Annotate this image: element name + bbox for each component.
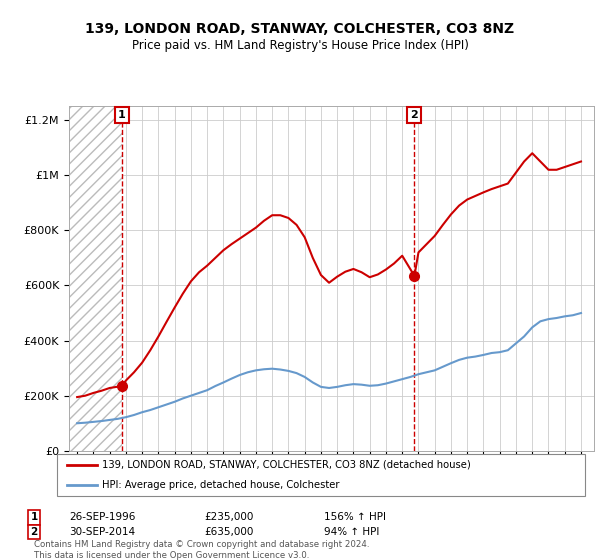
Text: 139, LONDON ROAD, STANWAY, COLCHESTER, CO3 8NZ (detached house): 139, LONDON ROAD, STANWAY, COLCHESTER, C… bbox=[102, 460, 470, 470]
Text: Contains HM Land Registry data © Crown copyright and database right 2024.
This d: Contains HM Land Registry data © Crown c… bbox=[34, 540, 370, 559]
Text: £235,000: £235,000 bbox=[204, 512, 253, 522]
Text: 94% ↑ HPI: 94% ↑ HPI bbox=[324, 527, 379, 537]
Text: 30-SEP-2014: 30-SEP-2014 bbox=[69, 527, 135, 537]
Bar bbox=[69, 106, 122, 451]
FancyBboxPatch shape bbox=[57, 454, 585, 496]
Text: 1: 1 bbox=[31, 512, 38, 522]
Text: HPI: Average price, detached house, Colchester: HPI: Average price, detached house, Colc… bbox=[102, 480, 340, 490]
Text: 26-SEP-1996: 26-SEP-1996 bbox=[69, 512, 136, 522]
Text: 2: 2 bbox=[410, 110, 418, 120]
Text: 139, LONDON ROAD, STANWAY, COLCHESTER, CO3 8NZ: 139, LONDON ROAD, STANWAY, COLCHESTER, C… bbox=[85, 22, 515, 36]
Text: £635,000: £635,000 bbox=[204, 527, 253, 537]
Text: 1: 1 bbox=[118, 110, 126, 120]
Text: 156% ↑ HPI: 156% ↑ HPI bbox=[324, 512, 386, 522]
Text: Price paid vs. HM Land Registry's House Price Index (HPI): Price paid vs. HM Land Registry's House … bbox=[131, 39, 469, 53]
Text: 2: 2 bbox=[31, 527, 38, 537]
